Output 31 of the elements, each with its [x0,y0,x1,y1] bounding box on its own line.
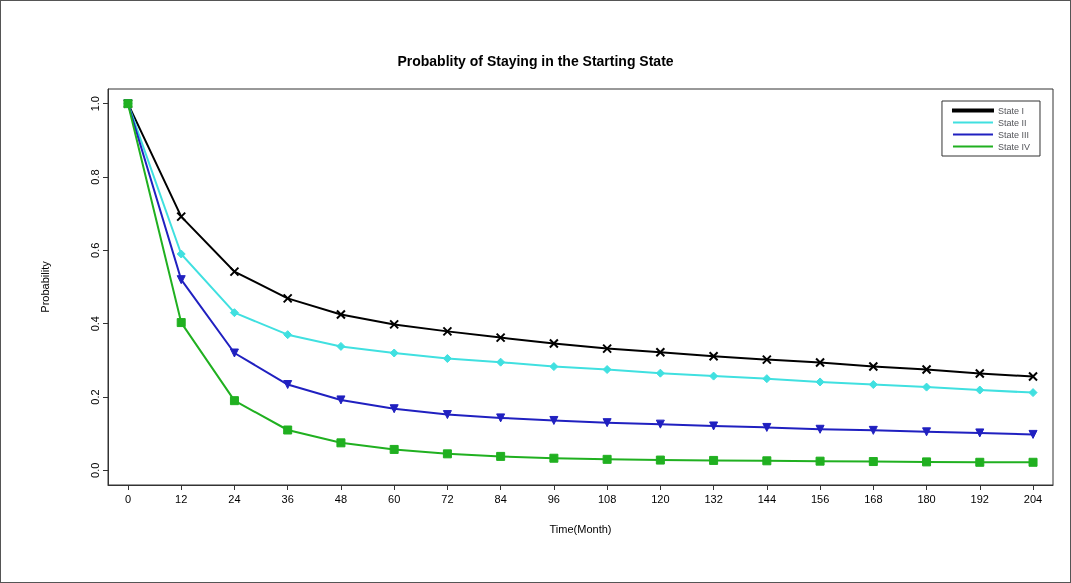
x-tick-label: 12 [175,492,188,505]
chart-title: Probablity of Staying in the Starting State [397,53,674,69]
x-tick-label: 48 [334,492,348,505]
y-tick-label: 0.4 [88,316,101,332]
y-tick-label: 1.0 [88,96,101,112]
y-tick-label: 0.8 [88,169,101,185]
y-tick-label: 0.0 [88,462,101,478]
x-tick-label: 120 [651,492,670,505]
y-tick-label: 0.2 [88,389,101,405]
x-tick-label: 204 [1023,492,1043,505]
x-tick-label: 60 [388,492,401,505]
x-axis-title: Time(Month) [549,522,612,535]
x-tick-label: 0 [124,492,132,505]
x-tick-label: 180 [917,492,936,505]
x-tick-label: 132 [704,492,723,505]
x-tick-label: 168 [864,492,883,505]
x-tick-label: 156 [810,492,830,505]
legend-label: State IV [997,141,1031,152]
x-tick-label: 24 [228,492,241,505]
x-tick-label: 192 [970,492,989,505]
y-tick-label: 0.6 [88,242,101,258]
x-tick-label: 72 [441,492,454,505]
x-tick-label: 144 [757,492,777,505]
y-axis-title: Probability [38,260,51,313]
x-tick-label: 36 [281,492,294,505]
legend-label: State III [997,129,1030,140]
legend-label: State II [997,117,1027,128]
x-tick-label: 84 [494,492,507,505]
x-tick-label: 108 [597,492,617,505]
x-tick-label: 96 [547,492,561,505]
legend-label: State I [997,105,1024,116]
